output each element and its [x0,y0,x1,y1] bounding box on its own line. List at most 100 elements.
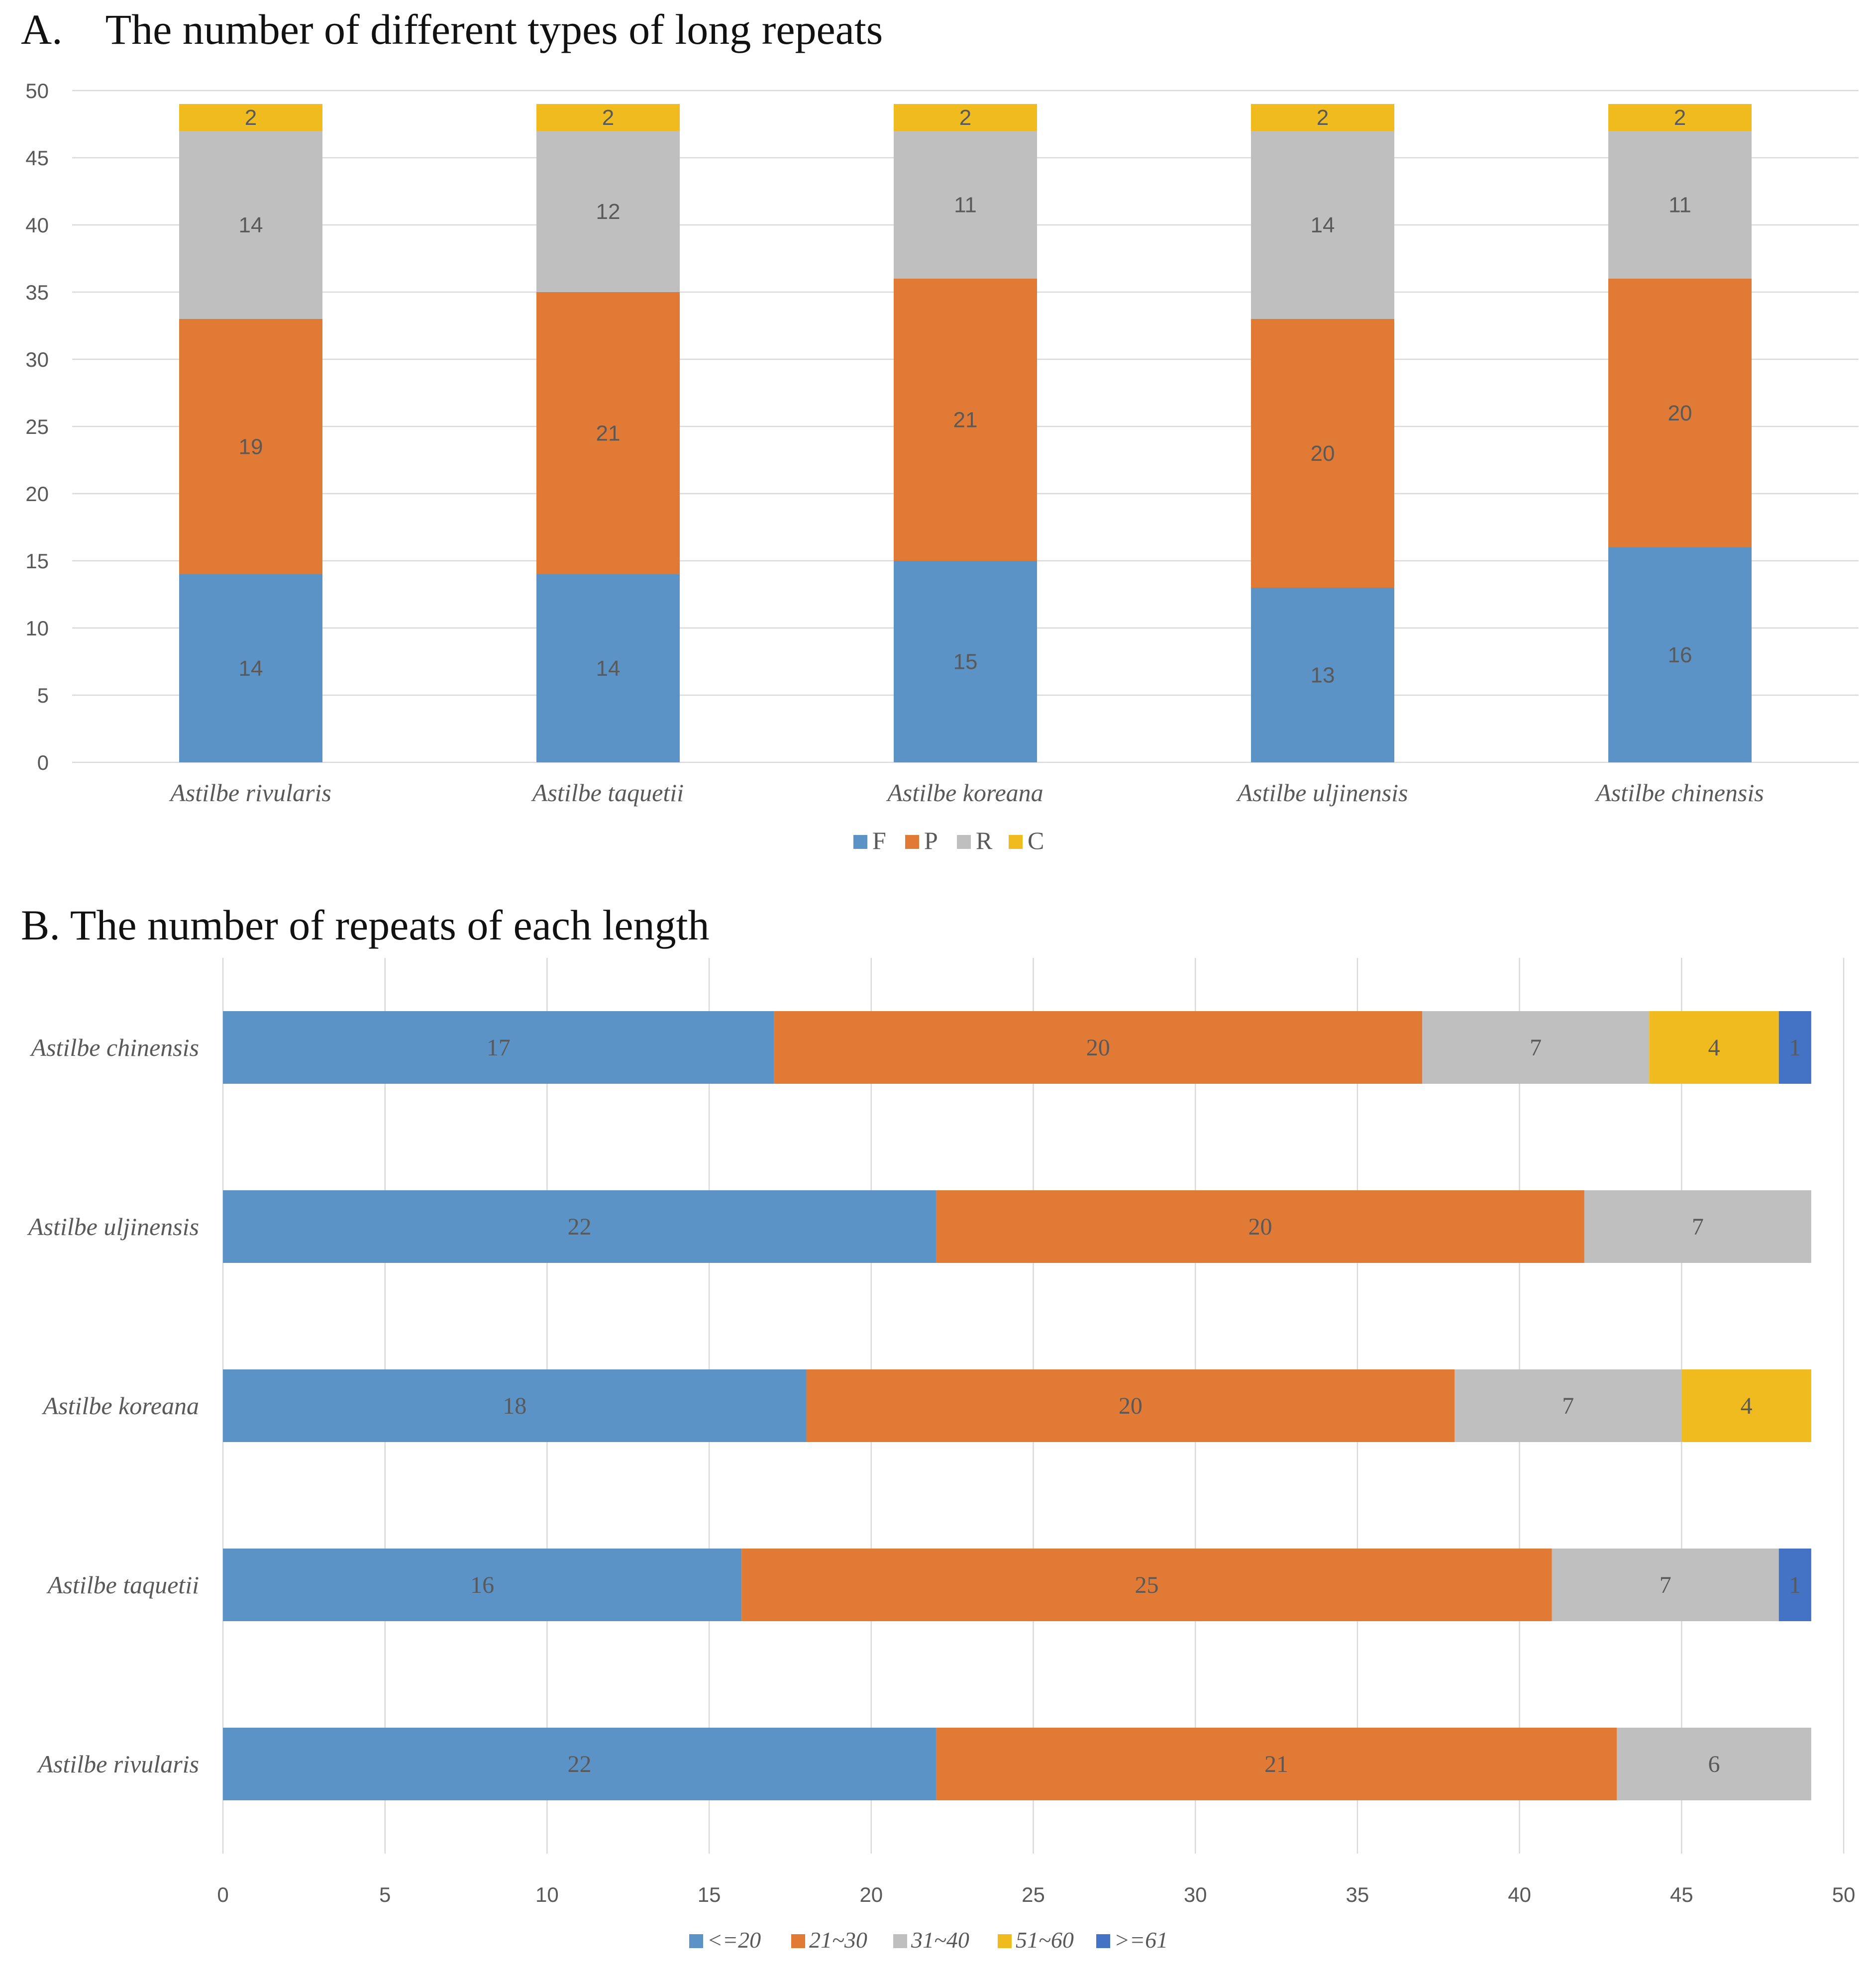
data-label: 14 [1311,213,1335,237]
data-label: 22 [568,1751,592,1777]
data-label: 20 [1668,401,1692,425]
x-tick-label: 45 [1670,1883,1693,1906]
bar-31-40-astilbe-uljinensis [1584,1190,1811,1263]
y-tick-label: 0 [37,751,49,774]
panel-b-legend: <=20 21~30 31~40 51~60 >=61 [689,1927,1168,1953]
bar-c-astilbe-taquetii [536,104,680,131]
legend-swatch-20 [689,1934,703,1948]
data-label: 17 [487,1035,511,1061]
x-tick-label: 30 [1184,1883,1207,1906]
bar-f-astilbe-rivularis [179,574,322,762]
y-tick-label: 45 [25,146,49,170]
y-tick-label: 25 [25,415,49,438]
data-label: 25 [1135,1572,1158,1598]
data-label: 4 [1741,1393,1753,1419]
legend-swatch-51-60 [998,1934,1012,1948]
x-tick-label: 15 [698,1883,721,1906]
legend-swatch-f [853,835,867,849]
x-tick-label: 40 [1508,1883,1531,1906]
y-tick-label: 30 [25,348,49,371]
bar-c-astilbe-rivularis [179,104,322,131]
data-label: 7 [1530,1035,1542,1061]
bar-f-astilbe-chinensis [1608,547,1752,762]
legend-label: R [976,827,993,854]
bar-p-astilbe-uljinensis [1251,319,1394,588]
legend-label: 21~30 [809,1927,867,1953]
data-label: 20 [1311,441,1335,466]
data-label: 2 [1674,105,1686,130]
panel-a-title: A. The number of different types of long… [21,5,883,53]
data-label: 13 [1311,663,1335,688]
x-tick-label: 50 [1832,1883,1856,1906]
bar-51-60-astilbe-koreana [1681,1369,1811,1442]
bar-c-astilbe-chinensis [1608,104,1752,131]
x-tick-label: 25 [1022,1883,1045,1906]
bar-r-astilbe-uljinensis [1251,131,1394,319]
bar-c-astilbe-koreana [894,104,1037,131]
legend-swatch-p [905,835,919,849]
category-label: Astilbe taquetii [531,779,684,807]
data-label: 7 [1562,1393,1574,1419]
bar-f-astilbe-taquetii [536,574,680,762]
legend-swatch-c [1009,835,1023,849]
category-label: Astilbe uljinensis [27,1213,199,1241]
data-label: 2 [245,105,257,130]
y-tick-label: 40 [25,213,49,237]
x-tick-label: 10 [535,1883,559,1906]
bar-r-astilbe-chinensis [1608,131,1752,279]
y-tick-label: 15 [25,549,49,573]
data-label: 4 [1708,1035,1720,1061]
category-label: Astilbe koreana [886,779,1043,807]
data-label: 1 [1789,1572,1801,1598]
bar-21-30-astilbe-uljinensis [936,1190,1584,1263]
data-label: 19 [239,435,263,459]
bar-21-30-astilbe-chinensis [774,1011,1423,1084]
bar-51-60-astilbe-chinensis [1649,1011,1779,1084]
bar-31-40-astilbe-rivularis [1617,1728,1811,1800]
data-label: 2 [602,105,614,130]
data-label: 14 [239,213,263,237]
bar-f-astilbe-koreana [894,561,1037,762]
bar-p-astilbe-taquetii [536,292,680,574]
x-tick-label: 0 [217,1883,228,1906]
category-label: Astilbe taquetii [46,1571,199,1599]
data-label: 12 [596,200,621,224]
category-label: Astilbe koreana [42,1392,199,1420]
legend-swatch-31-40 [893,1934,907,1948]
data-label: 21 [953,408,978,432]
panel-a-y-ticks: 0 5 10 15 20 25 30 35 40 45 50 [25,79,49,774]
bar-20-astilbe-rivularis [223,1728,937,1800]
x-tick-label: 35 [1346,1883,1369,1906]
data-label: 11 [954,193,977,217]
bar-p-astilbe-koreana [894,279,1037,561]
legend-label: C [1028,827,1044,854]
bar-21-30-astilbe-koreana [806,1369,1455,1442]
x-tick-label: 5 [379,1883,391,1906]
bar-c-astilbe-uljinensis [1251,104,1394,131]
data-label: 20 [1248,1214,1272,1240]
bar-p-astilbe-chinensis [1608,279,1752,547]
data-label: 21 [596,421,621,446]
bar-61-astilbe-chinensis [1778,1011,1811,1084]
bar-20-astilbe-uljinensis [223,1190,937,1263]
bar-21-30-astilbe-taquetii [741,1549,1552,1621]
bar-r-astilbe-koreana [894,131,1037,279]
y-tick-label: 50 [25,79,49,103]
legend-label: 51~60 [1016,1927,1074,1953]
data-label: 18 [503,1393,526,1419]
data-label: 20 [1119,1393,1143,1419]
data-label: 16 [470,1572,494,1598]
data-label: 6 [1708,1751,1720,1777]
panel-b: B. The number of repeats of each length … [21,901,1855,1953]
legend-swatch-61 [1096,1934,1110,1948]
panel-b-x-ticks: 0 5 10 15 20 25 30 35 40 45 50 [217,1883,1855,1906]
bar-p-astilbe-rivularis [179,319,322,574]
legend-label: >=61 [1114,1927,1168,1953]
y-tick-label: 5 [37,684,49,707]
category-label: Astilbe chinensis [1594,779,1764,807]
category-label: Astilbe chinensis [30,1034,199,1061]
data-label: 15 [953,650,978,674]
bar-20-astilbe-koreana [223,1369,807,1442]
bar-f-astilbe-uljinensis [1251,588,1394,762]
data-label: 14 [596,656,621,681]
